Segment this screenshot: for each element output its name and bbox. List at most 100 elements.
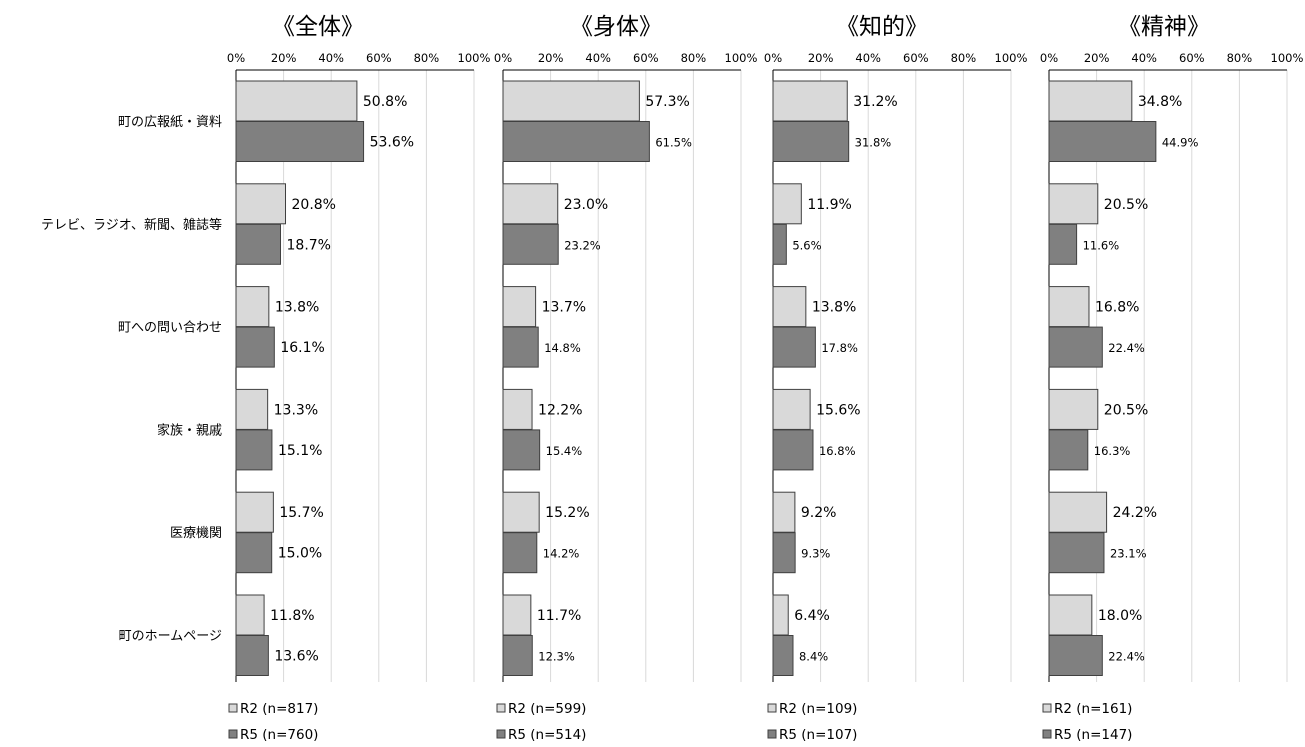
x-tick-label: 20% bbox=[1084, 51, 1110, 65]
data-label-r2: 24.2% bbox=[1113, 505, 1157, 521]
legend-swatch-r2 bbox=[767, 703, 777, 713]
x-tick-label: 40% bbox=[1131, 51, 1157, 65]
bar-r2 bbox=[502, 80, 640, 122]
bar-r5 bbox=[502, 429, 541, 471]
bar-r5 bbox=[235, 121, 365, 162]
x-tick-label: 0% bbox=[494, 51, 512, 65]
panel-title: 《精神》 bbox=[1118, 14, 1210, 40]
bar-r2 bbox=[1048, 594, 1093, 636]
data-label-r2: 13.7% bbox=[542, 300, 586, 316]
bar-r2 bbox=[502, 388, 533, 430]
bar-r5 bbox=[1048, 532, 1105, 574]
data-label-r2: 13.8% bbox=[275, 300, 319, 316]
category-label: 家族・親戚 bbox=[157, 422, 222, 438]
data-label-r2: 20.5% bbox=[1104, 402, 1148, 418]
bar-r5 bbox=[1048, 429, 1089, 471]
legend-label-r2: R2 (n=817) bbox=[240, 701, 318, 717]
bar-r2 bbox=[1048, 80, 1133, 122]
bar-r2 bbox=[502, 491, 540, 533]
category-label: 医療機関 bbox=[170, 526, 222, 541]
legend-swatch-r2 bbox=[496, 703, 506, 713]
data-label-r5: 22.4% bbox=[1108, 650, 1145, 664]
data-label-r5: 11.6% bbox=[1083, 238, 1120, 252]
panel-title: 《全体》 bbox=[272, 14, 364, 40]
data-label-r5: 8.4% bbox=[799, 650, 828, 664]
bar-r2 bbox=[235, 491, 274, 533]
bar-r2 bbox=[772, 491, 796, 533]
category-label: 町の広報紙・資料 bbox=[118, 115, 222, 130]
bar-r5 bbox=[1048, 326, 1103, 368]
bar-r5 bbox=[1048, 121, 1157, 162]
bar-r5 bbox=[502, 635, 533, 676]
legend-label-r5: R5 (n=107) bbox=[779, 727, 857, 743]
data-label-r5: 5.6% bbox=[792, 238, 821, 252]
bar-r2 bbox=[235, 388, 269, 430]
data-label-r2: 31.2% bbox=[853, 94, 897, 110]
legend-swatch-r5 bbox=[1042, 729, 1052, 739]
data-label-r5: 9.3% bbox=[801, 547, 830, 561]
x-tick-label: 0% bbox=[1040, 51, 1058, 65]
x-tick-label: 60% bbox=[1179, 51, 1205, 65]
legend-label-r2: R2 (n=109) bbox=[779, 701, 857, 717]
data-label-r5: 18.7% bbox=[287, 237, 331, 253]
x-tick-label: 100% bbox=[458, 51, 491, 65]
data-label-r5: 16.1% bbox=[280, 340, 324, 356]
x-tick-label: 40% bbox=[318, 51, 344, 65]
data-label-r2: 11.9% bbox=[807, 197, 851, 213]
legend-swatch-r5 bbox=[767, 729, 777, 739]
data-label-r2: 15.7% bbox=[279, 505, 323, 521]
data-label-r2: 6.4% bbox=[794, 608, 830, 624]
bar-r5 bbox=[772, 121, 850, 162]
category-label: 町のホームページ bbox=[119, 629, 222, 644]
data-label-r5: 16.8% bbox=[819, 444, 856, 458]
x-tick-label: 60% bbox=[903, 51, 929, 65]
x-tick-label: 20% bbox=[538, 51, 564, 65]
panel-title: 《知的》 bbox=[836, 14, 928, 40]
data-label-r5: 31.8% bbox=[855, 136, 892, 150]
data-label-r2: 23.0% bbox=[564, 197, 608, 213]
bar-r5 bbox=[1048, 635, 1103, 676]
bar-r5 bbox=[772, 223, 787, 265]
bar-r2 bbox=[1048, 286, 1090, 328]
bar-r2 bbox=[772, 183, 802, 225]
data-label-r5: 12.3% bbox=[538, 650, 575, 664]
bar-r5 bbox=[502, 121, 650, 162]
bar-r5 bbox=[502, 326, 539, 368]
legend-label-r5: R5 (n=760) bbox=[240, 727, 318, 743]
data-label-r2: 13.8% bbox=[812, 300, 856, 316]
bar-r2 bbox=[502, 286, 537, 328]
data-label-r5: 15.0% bbox=[278, 546, 322, 562]
bar-r2 bbox=[1048, 491, 1108, 533]
x-tick-label: 60% bbox=[633, 51, 659, 65]
bar-r2 bbox=[502, 183, 559, 225]
data-label-r2: 15.6% bbox=[816, 402, 860, 418]
bar-r2 bbox=[235, 594, 265, 636]
legend-label-r2: R2 (n=599) bbox=[508, 701, 586, 717]
data-label-r5: 15.1% bbox=[278, 443, 322, 459]
x-tick-label: 80% bbox=[951, 51, 977, 65]
data-label-r2: 20.5% bbox=[1104, 197, 1148, 213]
bar-r5 bbox=[235, 635, 269, 676]
data-label-r5: 44.9% bbox=[1162, 136, 1199, 150]
bar-r2 bbox=[1048, 183, 1099, 225]
legend-swatch-r2 bbox=[1042, 703, 1052, 713]
legend-label-r2: R2 (n=161) bbox=[1054, 701, 1132, 717]
bar-r5 bbox=[772, 326, 816, 368]
data-label-r2: 57.3% bbox=[645, 94, 689, 110]
legend-label-r5: R5 (n=514) bbox=[508, 727, 586, 743]
bar-r5 bbox=[502, 223, 559, 265]
data-label-r5: 14.8% bbox=[544, 341, 581, 355]
bar-r2 bbox=[772, 80, 848, 122]
x-tick-label: 0% bbox=[227, 51, 245, 65]
x-tick-label: 20% bbox=[808, 51, 834, 65]
x-tick-label: 100% bbox=[995, 51, 1028, 65]
data-label-r5: 17.8% bbox=[821, 341, 858, 355]
bar-r5 bbox=[772, 532, 796, 574]
bar-r5 bbox=[235, 223, 282, 265]
legend-swatch-r2 bbox=[228, 703, 238, 713]
data-label-r2: 13.3% bbox=[274, 402, 318, 418]
data-label-r5: 15.4% bbox=[546, 444, 583, 458]
legend-label-r5: R5 (n=147) bbox=[1054, 727, 1132, 743]
bar-r2 bbox=[235, 286, 270, 328]
